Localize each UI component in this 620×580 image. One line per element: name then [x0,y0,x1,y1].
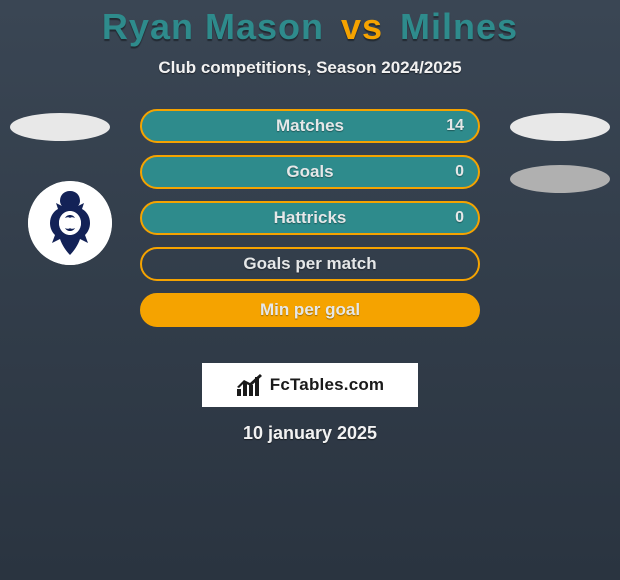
stat-label: Min per goal [260,300,360,320]
stat-label: Hattricks [274,208,347,228]
stat-label: Goals [286,162,333,182]
title-vs: vs [341,6,383,47]
stat-row: Goals per match [140,247,480,281]
cockerel-icon [28,181,112,265]
stat-row: Goals 0 [140,155,480,189]
stat-row: Min per goal [140,293,480,327]
stat-rows: Matches 14 Goals 0 Hattricks 0 Goals per match… [140,109,480,339]
brand-box[interactable]: FcTables.com [202,363,418,407]
subtitle: Club competitions, Season 2024/2025 [0,58,620,78]
right-ellipse-top [510,113,610,141]
right-ellipse-bottom [510,165,610,193]
stat-right-value: 0 [455,163,464,181]
stat-label: Matches [276,116,344,136]
team-crest-left [28,181,112,265]
stat-right-value: 14 [446,117,464,135]
stat-right-value: 0 [455,209,464,227]
comparison-area: Matches 14 Goals 0 Hattricks 0 Goals per match… [0,113,620,353]
title-player2: Milnes [400,6,518,47]
stat-row: Hattricks 0 [140,201,480,235]
title-player1: Ryan Mason [102,6,324,47]
left-ellipse [10,113,110,141]
page-title: Ryan Mason vs Milnes [0,0,620,48]
bar-chart-icon [236,373,264,397]
brand-text: FcTables.com [270,375,385,395]
stat-label: Goals per match [243,254,376,274]
stat-row: Matches 14 [140,109,480,143]
date-label: 10 january 2025 [0,423,620,444]
